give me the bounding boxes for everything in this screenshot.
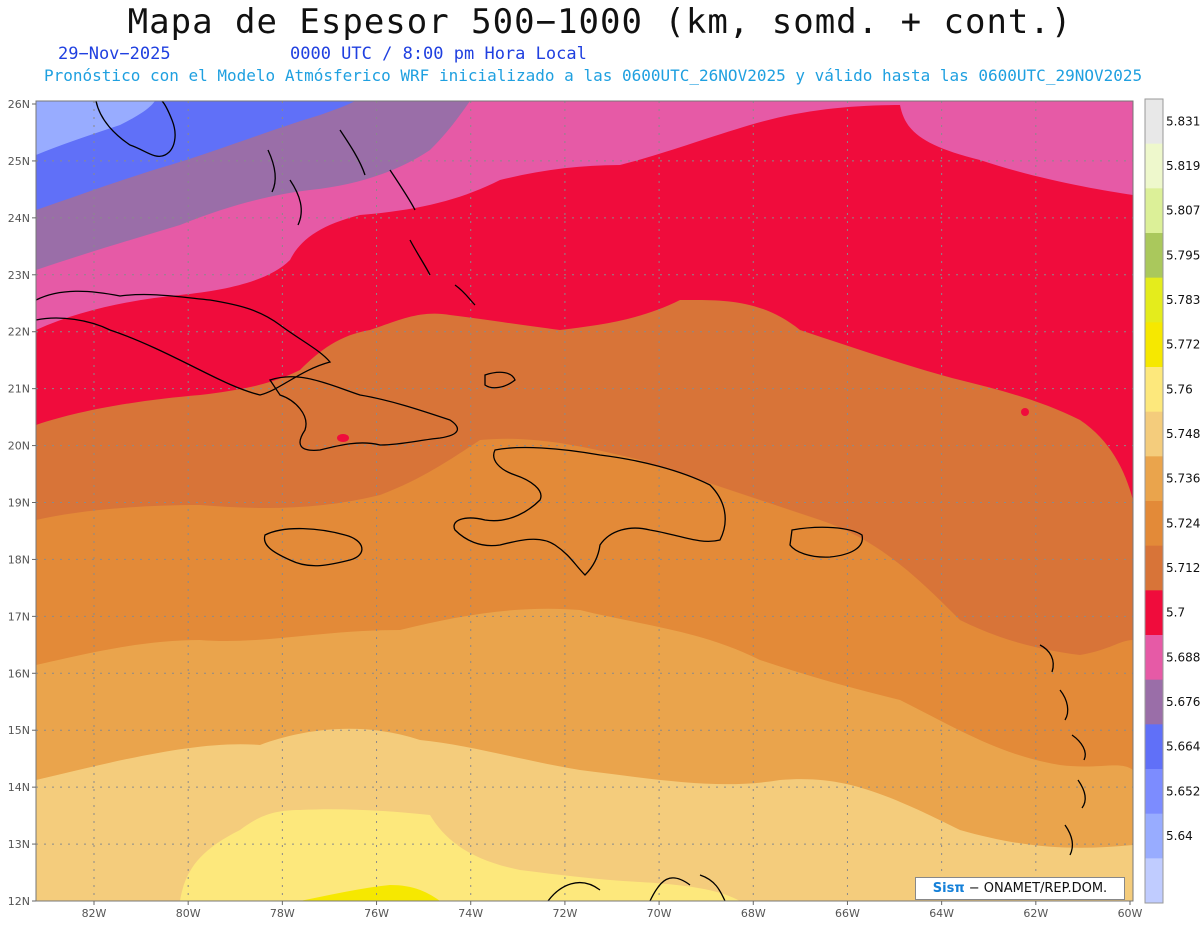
credit-box: Sisπ − ONAMET/REP.DOM. (915, 877, 1125, 900)
colorbar-label: 5.807 (1166, 204, 1200, 218)
colorbar-segment (1145, 99, 1163, 145)
colorbar-label: 5.688 (1166, 650, 1200, 664)
lat-label: 21N (8, 383, 30, 396)
lat-label: 18N (8, 553, 30, 566)
lat-label: 26N (8, 98, 30, 111)
colorbar-label: 5.676 (1166, 695, 1200, 709)
lon-label: 70W (647, 907, 672, 920)
colorbar-label: 5.831 (1166, 114, 1200, 128)
colorbar-label: 5.736 (1166, 472, 1200, 486)
colorbar-segment (1145, 322, 1163, 368)
colorbar-segment (1145, 590, 1163, 636)
lat-label: 17N (8, 610, 30, 623)
model-description: Pronóstico con el Modelo Atmósferico WRF… (44, 66, 1143, 85)
lon-label: 76W (364, 907, 389, 920)
colorbar-segment (1145, 277, 1163, 323)
colorbar-segment (1145, 813, 1163, 859)
colorbar-label: 5.664 (1166, 740, 1200, 754)
forecast-date: 29−Nov−2025 (58, 44, 171, 64)
colorbar-label: 5.724 (1166, 516, 1200, 530)
colorbar-segment (1145, 456, 1163, 502)
forecast-time: 0000 UTC / 8:00 pm Hora Local (290, 44, 587, 64)
sispi-logo: Sisπ (932, 881, 965, 896)
lat-label: 25N (8, 155, 30, 168)
colorbar-label: 5.748 (1166, 427, 1200, 441)
lon-label: 72W (552, 907, 577, 920)
lat-label: 20N (8, 440, 30, 453)
lat-label: 14N (8, 781, 30, 794)
colorbar-segment (1145, 679, 1163, 725)
colorbar-label: 5.64 (1166, 829, 1193, 843)
colorbar-segment (1145, 724, 1163, 770)
contour-band-5652 (36, 101, 155, 155)
lat-label: 15N (8, 724, 30, 737)
colorbar-segment (1145, 769, 1163, 815)
lon-label: 80W (176, 907, 201, 920)
lat-label: 16N (8, 667, 30, 680)
lon-label: 60W (1118, 907, 1143, 920)
lon-label: 78W (270, 907, 295, 920)
lat-label: 24N (8, 212, 30, 225)
colorbar-label: 5.783 (1166, 293, 1200, 307)
contour-band-5760 (180, 809, 740, 901)
colorbar-segment (1145, 188, 1163, 234)
colorbar-label: 5.772 (1166, 338, 1200, 352)
colorbar-label: 5.76 (1166, 382, 1193, 396)
colorbar-segment (1145, 858, 1163, 904)
coastlines (35, 100, 1086, 902)
colorbar-label: 5.7 (1166, 606, 1185, 620)
lat-label: 13N (8, 838, 30, 851)
longitude-labels: 82W 80W 78W 76W 74W 72W 70W 68W 66W 64W 62W 60W (82, 901, 1143, 920)
plot-frame (35, 100, 1134, 902)
graticule (36, 101, 1133, 901)
lat-label: 23N (8, 269, 30, 282)
colorbar-segment (1145, 635, 1163, 681)
colorbar-segment (1145, 233, 1163, 279)
latitude-labels: 26N 25N 24N 23N 22N 21N 20N 19N 18N 17N 16N 15N 14N 1… (8, 98, 36, 908)
colorbar: 5.831 5.819 5.807 5.795 5.783 5.772 5.76 5.748 5… (1144, 98, 1200, 904)
lat-label: 22N (8, 326, 30, 339)
colorbar-label: 5.795 (1166, 248, 1200, 262)
colorbar-label: 5.652 (1166, 784, 1200, 798)
lon-label: 68W (741, 907, 766, 920)
contour-band-5664 (36, 101, 355, 210)
lon-label: 82W (82, 907, 107, 920)
lat-label: 19N (8, 497, 30, 510)
colorbar-label: 5.819 (1166, 159, 1200, 173)
credit-text: − ONAMET/REP.DOM. (964, 881, 1108, 896)
thickness-field (36, 101, 1133, 901)
contour-band-5772 (300, 885, 440, 901)
lon-label: 66W (835, 907, 860, 920)
colorbar-label: 5.712 (1166, 561, 1200, 575)
colorbar-segment (1145, 411, 1163, 457)
lon-label: 62W (1023, 907, 1048, 920)
lat-label: 12N (8, 895, 30, 908)
colorbar-segment (1145, 143, 1163, 189)
colorbar-segment (1145, 501, 1163, 547)
lon-label: 74W (458, 907, 483, 920)
map-title: Mapa de Espesor 500−1000 (km, somd. + co… (127, 2, 1073, 42)
colorbar-segment (1145, 545, 1163, 591)
lon-label: 64W (929, 907, 954, 920)
colorbar-segment (1145, 367, 1163, 413)
